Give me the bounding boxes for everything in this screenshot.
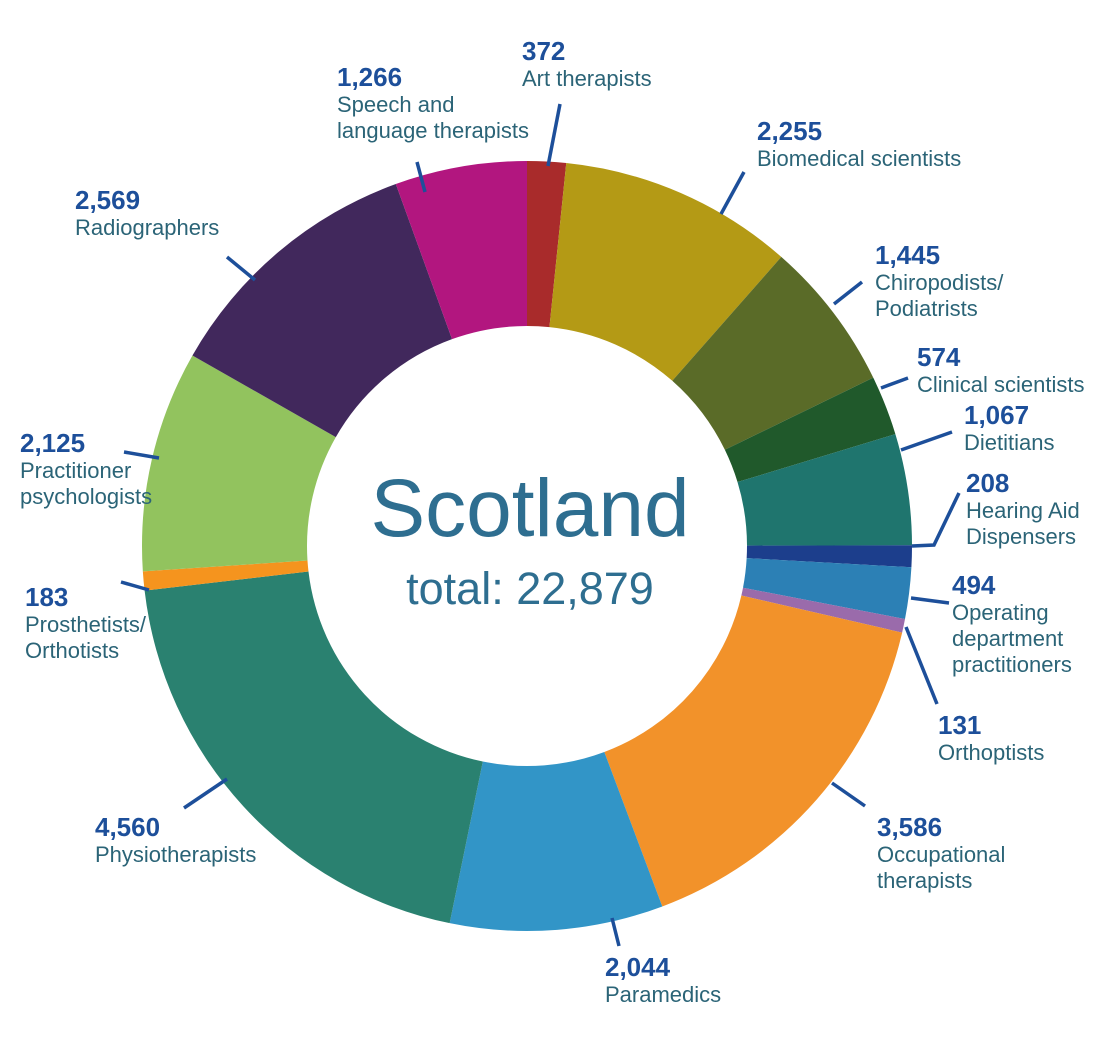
leader-line-speech-and-language-therapists <box>415 161 427 193</box>
leader-line-chiropodists-podiatrists <box>832 280 864 306</box>
leader-line-clinical-scientists <box>880 376 909 390</box>
leader-line-radiographers <box>225 255 257 282</box>
leader-line-orthoptists <box>904 626 939 705</box>
donut-segment-biomedical-scientists <box>549 163 782 381</box>
leader-line-dietitians <box>900 430 953 452</box>
donut-segment-paramedics <box>449 751 663 932</box>
leader-line-occupational-therapists <box>830 781 867 808</box>
donut-segment-speech-and-language-therapists <box>395 161 527 340</box>
donut-segment-clinical-scientists <box>724 377 896 483</box>
leader-line-hearing-aid-dispensers <box>911 492 961 548</box>
donut-segment-practitioner-psychologists <box>142 355 336 572</box>
donut-segment-physiotherapists <box>144 571 483 924</box>
leader-line-art-therapists <box>546 103 562 167</box>
leader-line-paramedics <box>610 917 621 947</box>
donut-segment-art-therapists <box>527 161 567 328</box>
donut-segment-chiropodists-podiatrists <box>672 256 874 450</box>
donut-segment-hearing-aid-dispensers <box>746 545 913 568</box>
leader-line-physiotherapists <box>183 777 228 810</box>
leader-line-prosthetists-orthotists <box>120 580 150 592</box>
leader-line-practitioner-psychologists <box>123 450 160 460</box>
donut-segment-orthoptists <box>741 587 905 633</box>
donut-segment-prosthetists-orthotists <box>142 560 309 591</box>
donut-segment-operating-department-practitioners <box>743 558 912 620</box>
donut-segment-occupational-therapists <box>604 595 903 907</box>
donut-segment-radiographers <box>192 184 453 438</box>
leader-line-operating-department-practitioners <box>910 596 950 605</box>
leader-line-biomedical-scientists <box>719 171 746 215</box>
donut-segment-dietitians <box>737 434 912 546</box>
